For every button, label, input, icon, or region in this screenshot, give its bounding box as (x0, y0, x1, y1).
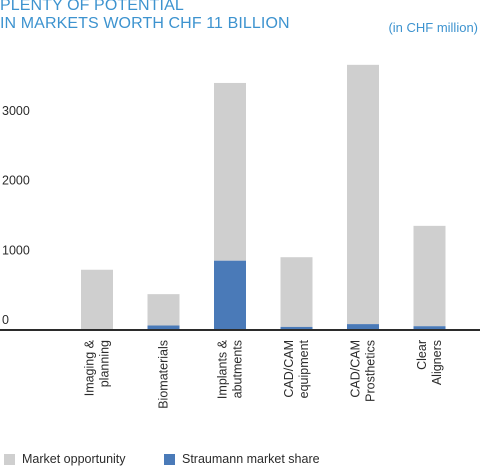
bar-market-opportunity (147, 294, 180, 326)
x-category-label-line: Imaging & (83, 339, 97, 396)
chart-title-line-2: IN MARKETS WORTH CHF 11 BILLION (0, 15, 290, 32)
x-category-label-line: CAD/CAM (282, 340, 296, 398)
x-category-label: Clear Aligners (415, 340, 444, 385)
x-category-label: Biomaterials (157, 340, 171, 409)
x-category-label: Implants & abutments (216, 339, 245, 399)
chart-title-line-1: PLENTY OF POTENTIAL (0, 0, 184, 14)
legend-swatch-opportunity (4, 454, 15, 465)
x-category-label-line: abutments (231, 340, 245, 398)
x-category-label-line: Biomaterials (157, 340, 171, 409)
bar-market-opportunity (81, 269, 113, 329)
bar-market-opportunity (280, 257, 313, 327)
x-category-label-line: CAD/CAM (349, 340, 363, 398)
x-category-label: Imaging & planning (83, 339, 112, 396)
legend-swatch-share (164, 454, 175, 465)
x-category-label: CAD/CAM Prosthetics (349, 340, 378, 402)
bar-straumann-share (147, 325, 180, 329)
x-category-label: CAD/CAM equipment (282, 339, 311, 398)
y-tick-label: 3000 (2, 104, 30, 118)
bar-straumann-share (280, 326, 313, 329)
bar-straumann-share (347, 324, 379, 329)
bar-market-opportunity (413, 225, 446, 327)
legend-label-opportunity: Market opportunity (22, 452, 126, 466)
x-category-label-line: Implants & (216, 339, 230, 399)
legend-label-share: Straumann market share (182, 452, 320, 466)
bar-market-opportunity (347, 64, 379, 325)
y-tick-label: 0 (2, 313, 9, 327)
x-category-label-line: equipment (297, 339, 311, 398)
y-tick-label: 1000 (2, 243, 30, 257)
y-tick-label: 2000 (2, 174, 30, 188)
bar-straumann-share (413, 326, 446, 329)
unit-note: (in CHF million) (388, 20, 478, 35)
x-category-label-line: Prosthetics (364, 340, 378, 402)
bar-straumann-share (214, 260, 246, 329)
x-category-label-line: Aligners (430, 340, 444, 385)
bar-market-opportunity (214, 82, 246, 261)
x-category-label-line: Clear (415, 340, 429, 370)
x-category-label-line: planning (98, 340, 112, 387)
bar-chart: 0 1000 2000 3000 Imaging & planning Biomateria… (0, 64, 480, 409)
